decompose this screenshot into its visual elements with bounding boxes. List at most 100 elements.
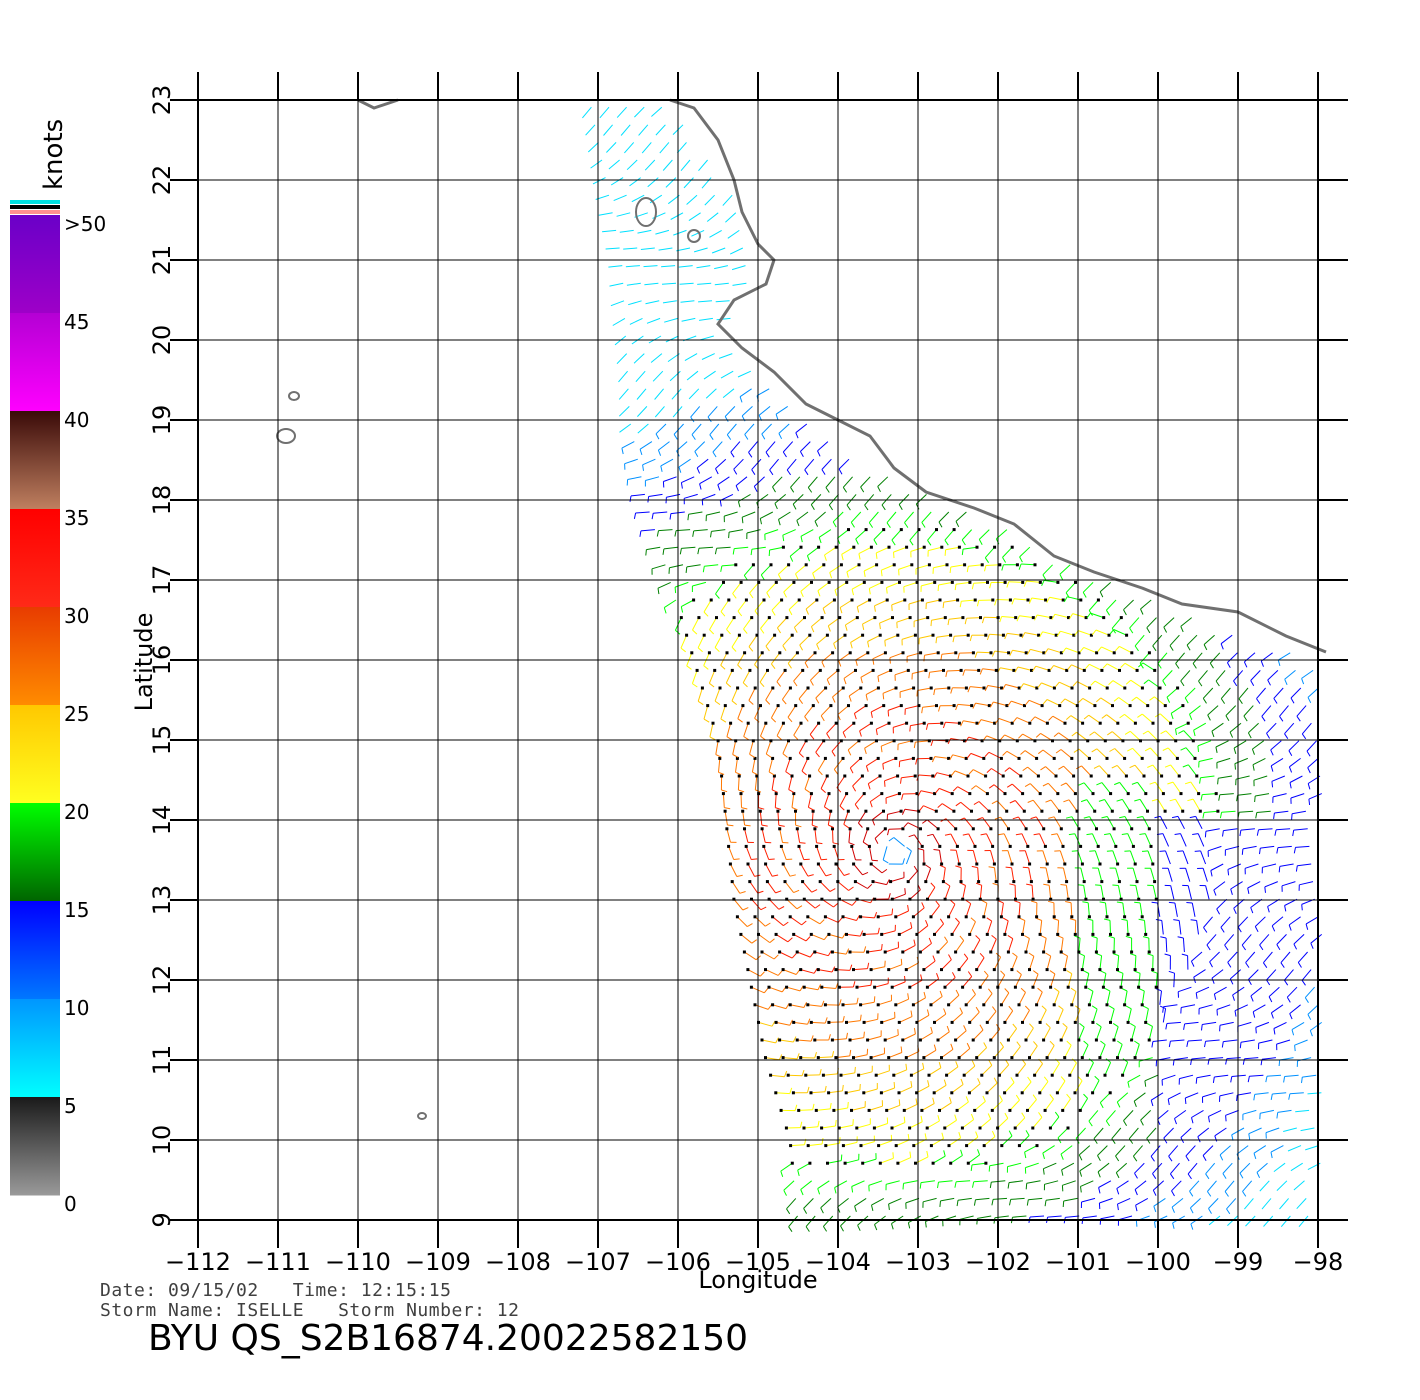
wind-barb <box>903 1180 918 1184</box>
wind-obs-dot <box>887 545 891 549</box>
wind-barb <box>609 282 624 287</box>
wind-barb-flag <box>1004 767 1010 772</box>
wind-barb-flag <box>1012 717 1018 723</box>
wind-barb <box>1068 799 1078 812</box>
wind-barb-flag <box>789 874 796 877</box>
wind-barb-flag <box>726 434 732 440</box>
wind-barb <box>1004 1082 1015 1094</box>
wind-obs-dot <box>862 1020 866 1024</box>
wind-barb-flag <box>1045 952 1051 957</box>
wind-barb-flag <box>1201 1024 1203 1031</box>
wind-barb <box>1032 974 1039 988</box>
wind-barb <box>732 582 742 594</box>
wind-barb-flag <box>776 735 782 741</box>
wind-barb-flag <box>775 1037 779 1044</box>
wind-barb-flag <box>768 858 775 860</box>
wind-barb-flag <box>660 465 663 472</box>
wind-barb-flag <box>1019 556 1023 563</box>
wind-barb-flag <box>1002 684 1007 690</box>
wind-barb <box>1145 1008 1149 1023</box>
wind-barb <box>686 370 699 381</box>
wind-obs-dot <box>1077 651 1081 655</box>
wind-barb-flag <box>869 801 873 808</box>
wind-barb-flag <box>821 469 826 475</box>
wind-barb-flag <box>862 841 869 846</box>
wind-barb-flag <box>1283 1076 1286 1083</box>
wind-barb <box>1250 898 1263 908</box>
wind-barb-flag <box>1078 952 1085 957</box>
wind-barb <box>676 142 687 154</box>
wind-barb <box>948 617 963 620</box>
wind-obs-dot <box>1012 880 1016 884</box>
wind-obs-dot <box>1193 756 1197 760</box>
wind-barb <box>1072 613 1087 619</box>
wind-obs-dot <box>954 1038 958 1042</box>
wind-barb <box>1011 1046 1021 1058</box>
wind-barb-flag <box>1136 816 1143 819</box>
wind-barb-flag <box>1230 888 1233 895</box>
wind-barb <box>766 881 777 894</box>
wind-barb <box>1192 798 1201 812</box>
wind-obs-dot <box>1033 739 1037 743</box>
wind-obs-dot <box>841 756 845 760</box>
wind-barb-flag <box>1014 666 1019 673</box>
wind-barb <box>1245 1215 1256 1227</box>
wind-barb-flag <box>1129 627 1134 634</box>
wind-barb-flag <box>1060 884 1067 886</box>
wind-barb <box>1237 1092 1252 1096</box>
wind-barb-flag <box>647 496 650 503</box>
wind-barb-flag <box>1111 628 1117 634</box>
wind-barb-flag <box>959 1007 963 1014</box>
wind-barb <box>1100 885 1104 900</box>
wind-obs-dot <box>799 862 803 866</box>
wind-obs-dot <box>1075 704 1079 708</box>
wind-obs-dot <box>718 686 722 690</box>
wind-barb-flag <box>1088 1058 1094 1063</box>
island-outline <box>417 1112 427 1120</box>
wind-obs-dot <box>1014 616 1018 620</box>
wind-barb <box>779 1039 794 1043</box>
wind-barb <box>1063 1197 1078 1202</box>
wind-barb-flag <box>808 806 814 811</box>
wind-obs-dot <box>792 1020 796 1024</box>
wind-barb-flag <box>897 1029 899 1036</box>
wind-obs-dot <box>707 651 711 655</box>
wind-obs-dot <box>1111 704 1114 708</box>
wind-barb-flag <box>1045 1023 1051 1029</box>
wind-barb-flag <box>817 770 823 776</box>
wind-barb-flag <box>1117 970 1124 974</box>
wind-barb-flag <box>892 1152 894 1159</box>
wind-barb <box>1159 713 1171 724</box>
wind-obs-dot <box>825 633 829 637</box>
wind-barb-flag <box>765 699 771 705</box>
wind-obs-dot <box>912 686 916 690</box>
wind-barb <box>1225 1109 1239 1116</box>
wind-barb-flag <box>917 790 922 797</box>
wind-barb-flag <box>1151 1041 1154 1048</box>
wind-barb <box>1056 833 1064 847</box>
wind-barb <box>1116 1092 1129 1103</box>
wind-barb <box>1112 850 1119 865</box>
wind-barb <box>916 925 929 935</box>
wind-barb <box>753 476 765 487</box>
wind-barb-flag <box>1306 750 1311 757</box>
wind-barb <box>739 388 752 398</box>
wind-barb <box>737 916 748 927</box>
wind-barb-flag <box>1206 944 1211 951</box>
wind-barb-flag <box>826 679 831 686</box>
wind-barb-flag <box>1094 1075 1100 1081</box>
wind-barb-flag <box>1093 765 1100 769</box>
wind-barb <box>848 687 862 697</box>
wind-barb <box>1014 800 1025 812</box>
wind-barb <box>1116 1180 1129 1189</box>
wind-barb <box>1237 793 1252 796</box>
wind-obs-dot <box>925 985 929 989</box>
wind-barb-flag <box>741 517 744 524</box>
wind-obs-dot <box>850 844 854 848</box>
wind-barb-flag <box>817 1188 821 1195</box>
y-tick-label: 23 <box>148 85 176 116</box>
wind-obs-dot <box>753 915 757 919</box>
wind-barb-flag <box>798 752 804 758</box>
wind-barb <box>1119 645 1133 654</box>
wind-barb-flag <box>761 433 766 440</box>
